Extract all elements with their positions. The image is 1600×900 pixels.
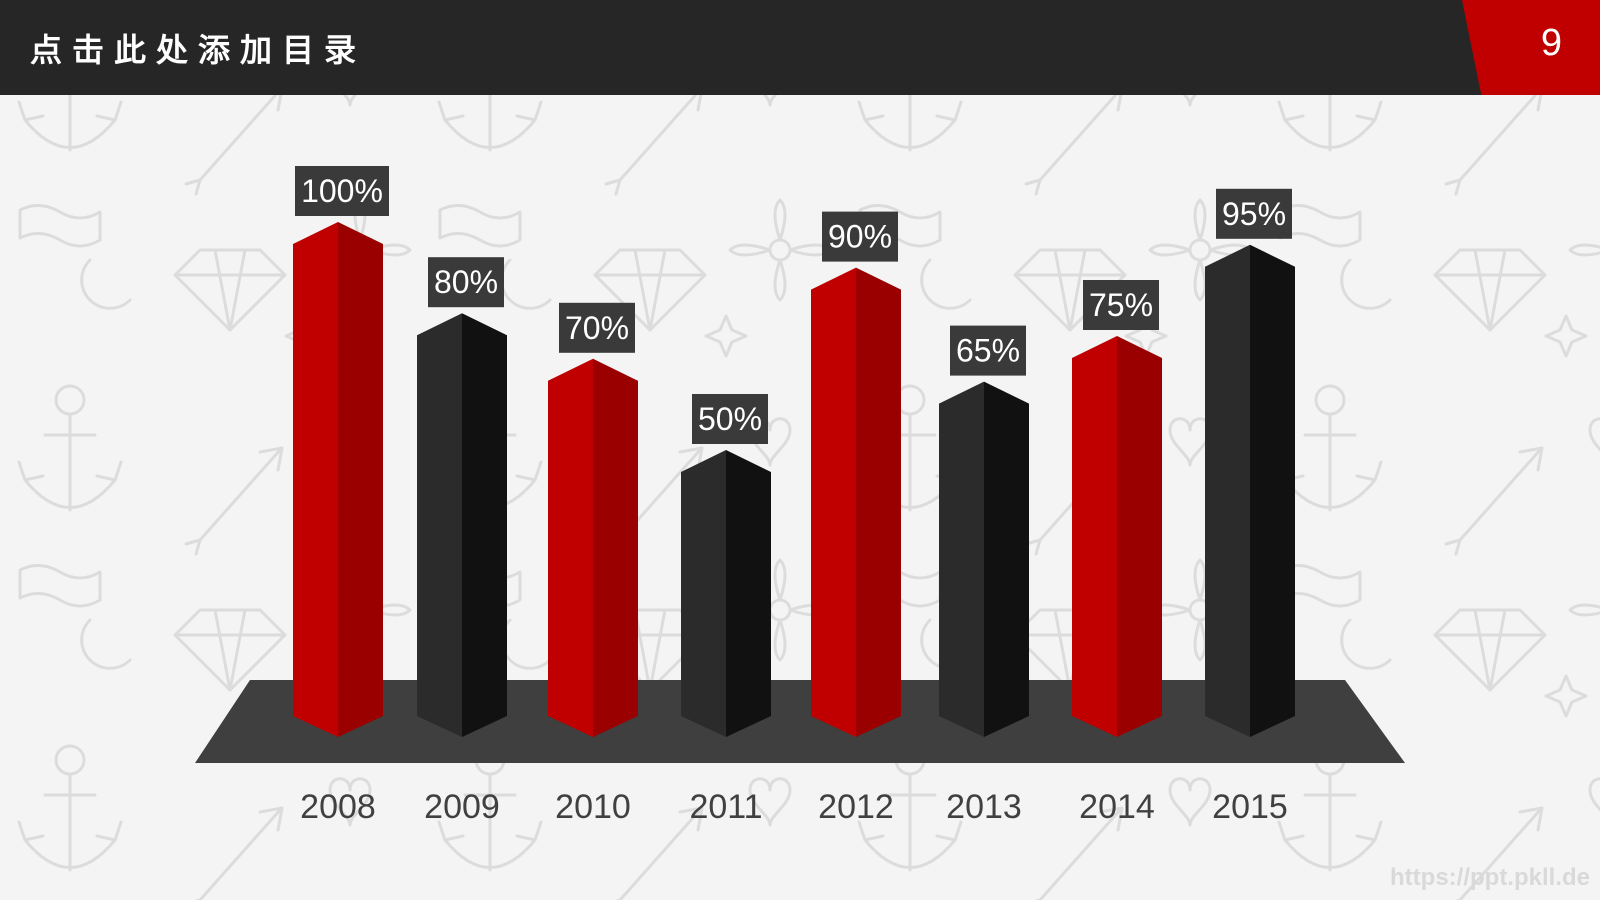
data-label-text: 95% — [1222, 196, 1286, 232]
bar-2010 — [548, 358, 638, 737]
data-label-text: 90% — [828, 219, 892, 255]
x-tick-label-2008: 2008 — [300, 788, 376, 826]
data-label-box — [295, 166, 389, 216]
data-label-text: 75% — [1089, 287, 1153, 323]
x-tick-label-2013: 2013 — [946, 788, 1022, 826]
bar-face-left — [1072, 336, 1117, 737]
data-label-text: 65% — [956, 333, 1020, 369]
data-label-text: 80% — [434, 264, 498, 300]
x-tick-label-2014: 2014 — [1079, 788, 1155, 826]
data-label-box — [559, 302, 635, 353]
watermark-text: https://ppt.pkll.de — [1390, 864, 1590, 891]
data-label-2012: 90% — [822, 211, 898, 262]
bar-face-left — [681, 450, 726, 737]
bar-face-right — [856, 267, 901, 737]
bar-face-left — [811, 267, 856, 737]
bar-2011 — [681, 450, 771, 737]
bar-face-right — [984, 381, 1029, 737]
x-tick-label-2011: 2011 — [689, 788, 762, 826]
data-label-2008: 100% — [295, 166, 389, 216]
bar-face-right — [338, 222, 383, 737]
data-label-2015: 95% — [1216, 188, 1292, 239]
data-label-box — [1083, 280, 1159, 330]
data-label-text: 100% — [301, 173, 383, 209]
bar-2015 — [1205, 244, 1295, 738]
bar-face-right — [1117, 336, 1162, 737]
data-label-2013: 65% — [950, 325, 1026, 376]
bar-2013 — [939, 381, 1029, 737]
data-label-text: 70% — [565, 310, 629, 346]
x-tick-label-2010: 2010 — [555, 788, 631, 826]
bar-face-left — [548, 358, 593, 737]
bar-face-left — [293, 222, 338, 737]
data-label-text: 50% — [698, 401, 762, 437]
header-bar: 点击此处添加目录 — [0, 0, 1600, 95]
bar-2009 — [417, 313, 507, 737]
bar-face-left — [939, 381, 984, 737]
data-label-2011: 50% — [692, 394, 768, 444]
bar-2014 — [1072, 336, 1162, 737]
data-label-box — [1216, 188, 1292, 239]
bar-face-left — [1205, 244, 1250, 738]
x-axis-tick-labels: 2008 2009 2010 2011 2012 2013 2014 2015 — [300, 788, 1288, 826]
bar-face-left — [417, 313, 462, 737]
data-label-2014: 75% — [1083, 280, 1159, 330]
data-label-box — [692, 394, 768, 444]
data-label-2010: 70% — [559, 302, 635, 353]
bar-face-right — [1250, 244, 1295, 738]
data-label-box — [950, 325, 1026, 376]
bar-face-right — [462, 313, 507, 737]
bar-2012 — [811, 267, 901, 737]
data-label-box — [428, 257, 504, 308]
page-number: 9 — [1540, 22, 1562, 64]
bar-face-right — [726, 450, 771, 737]
page-number-tab: 9 — [1462, 0, 1600, 95]
x-tick-label-2012: 2012 — [818, 788, 894, 826]
bar-face-right — [593, 358, 638, 737]
bars-layer — [293, 222, 1295, 738]
page-title: 点击此处添加目录 — [30, 31, 367, 69]
x-tick-label-2009: 2009 — [424, 788, 500, 826]
x-tick-label-2015: 2015 — [1212, 788, 1288, 826]
data-label-2009: 80% — [428, 257, 504, 308]
data-labels-layer: 100% 80% 70% 50% 90% 65% 75% 95% — [295, 166, 1292, 444]
data-label-box — [822, 211, 898, 262]
bar-2008 — [293, 222, 383, 737]
